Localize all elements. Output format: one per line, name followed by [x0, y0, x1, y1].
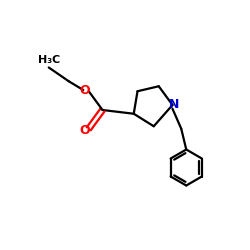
Text: H₃C: H₃C — [38, 55, 60, 65]
Text: O: O — [79, 84, 90, 96]
Text: N: N — [168, 98, 179, 112]
Text: O: O — [79, 124, 90, 137]
